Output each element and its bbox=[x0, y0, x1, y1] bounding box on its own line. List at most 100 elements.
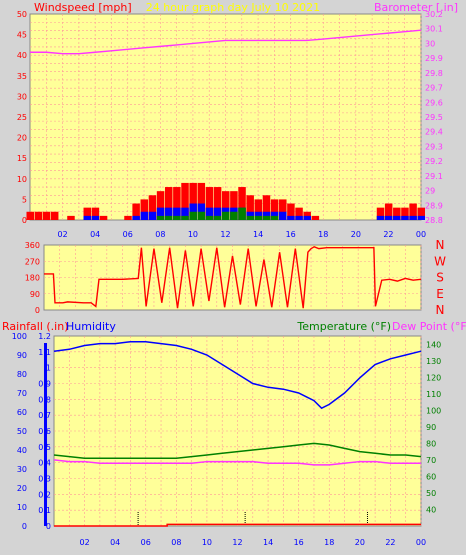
windspeed-tick-label: 25 bbox=[17, 113, 27, 122]
barometer-tick-label: 30 bbox=[425, 39, 435, 48]
windspeed-tick-label: 40 bbox=[17, 51, 27, 60]
wind-bar bbox=[246, 215, 254, 220]
humidity-axis-label: Humidity bbox=[66, 320, 116, 333]
compass-label: E bbox=[436, 287, 444, 301]
wind-bar bbox=[303, 215, 311, 220]
wind-bar bbox=[164, 187, 173, 220]
wind-bar bbox=[205, 215, 214, 220]
wind-bar bbox=[181, 215, 189, 220]
wind-bar bbox=[270, 215, 279, 220]
wind-bar bbox=[173, 207, 181, 220]
temperature-tick-label: 130 bbox=[426, 357, 441, 366]
humidity-lines bbox=[53, 340, 422, 527]
compass-label: W bbox=[434, 254, 446, 268]
chart-title: 24 hour graph day July 10 2021 bbox=[146, 1, 320, 14]
temperature-tick-label: 70 bbox=[426, 456, 436, 465]
humidity-tick-label: 40 bbox=[17, 446, 27, 455]
humidity-time-label: 00 bbox=[416, 538, 426, 547]
wind-bar bbox=[164, 215, 173, 220]
wind-time-label: 12 bbox=[220, 230, 230, 239]
wind-bar bbox=[401, 207, 409, 220]
humidity-time-label: 04 bbox=[110, 538, 120, 547]
wind-bar bbox=[254, 215, 263, 220]
humidity-time-label: 22 bbox=[385, 538, 395, 547]
barometer-tick-label: 30.2 bbox=[425, 10, 443, 19]
direction-tick-label: 0 bbox=[35, 306, 40, 315]
humidity-axis-bar bbox=[44, 343, 47, 526]
humidity-tick-label: 10 bbox=[17, 503, 27, 512]
wind-bar bbox=[213, 207, 222, 220]
wind-bar bbox=[173, 187, 181, 220]
wind-bar bbox=[197, 211, 206, 220]
windspeed-tick-label: 10 bbox=[17, 175, 27, 184]
wind-time-label: 16 bbox=[286, 230, 296, 239]
humidity-tick-label: 30 bbox=[17, 465, 27, 474]
wind-bar bbox=[287, 203, 295, 220]
wind-bar bbox=[67, 215, 75, 220]
wind-bar bbox=[50, 211, 59, 220]
wind-time-label: 10 bbox=[188, 230, 198, 239]
temperature-tick-label: 140 bbox=[426, 340, 441, 349]
barometer-tick-label: 28.9 bbox=[425, 201, 443, 210]
barometer-ticks: 28.8 28.9 29 29.1 29.2 29.3 29.4 29.5 29.6 29.7 29… bbox=[425, 10, 443, 225]
wind-bar bbox=[189, 182, 197, 220]
wind-bar bbox=[230, 191, 238, 220]
wind-time-ticks: 02 04 06 08 10 12 14 16 18 20 22 00 bbox=[57, 230, 426, 239]
wind-time-label: 06 bbox=[123, 230, 133, 239]
rainfall-axis-label: Rainfall (.in) bbox=[2, 320, 69, 333]
humidity-time-label: 06 bbox=[141, 538, 151, 547]
wind-bar bbox=[417, 215, 425, 220]
temperature-tick-label: 60 bbox=[426, 472, 436, 481]
wind-bar bbox=[181, 182, 189, 220]
humidity-tick-label: 100 bbox=[12, 332, 27, 341]
wind-bar bbox=[409, 215, 417, 220]
wind-bar bbox=[238, 187, 246, 220]
temperature-line bbox=[53, 442, 422, 460]
humidity-ticks: 0 10 20 30 40 50 60 70 80 90 100 bbox=[12, 332, 27, 531]
wind-bar bbox=[393, 207, 401, 220]
wind-bar bbox=[124, 215, 132, 220]
barometer-tick-label: 29 bbox=[425, 187, 435, 196]
direction-tick-label: 180 bbox=[25, 274, 40, 283]
humidity-time-label: 10 bbox=[202, 538, 212, 547]
wind-bar bbox=[197, 182, 206, 220]
compass-label: S bbox=[436, 271, 444, 285]
wind-bar bbox=[164, 207, 173, 220]
wind-time-label: 02 bbox=[57, 230, 67, 239]
wind-bar bbox=[222, 211, 230, 220]
barometer-tick-label: 29.9 bbox=[425, 54, 443, 63]
temperature-tick-label: 90 bbox=[426, 423, 436, 432]
rainfall-tick-label: 1 bbox=[46, 364, 51, 373]
windspeed-tick-label: 5 bbox=[22, 195, 27, 204]
temperature-tick-label: 80 bbox=[426, 439, 436, 448]
barometer-tick-label: 28.8 bbox=[425, 216, 443, 225]
humidity-time-label: 02 bbox=[79, 538, 89, 547]
wind-bar bbox=[279, 211, 287, 220]
humidity-tick-label: 60 bbox=[17, 408, 27, 417]
wind-bar bbox=[148, 195, 157, 220]
humidity-tick-label: 0 bbox=[22, 522, 27, 531]
wind-bar bbox=[262, 215, 271, 220]
barometer-tick-label: 29.8 bbox=[425, 69, 443, 78]
direction-ticks: 0 90 180 270 360 bbox=[25, 241, 40, 315]
wind-bar bbox=[83, 215, 92, 220]
wind-bar bbox=[213, 215, 222, 220]
wind-bar bbox=[205, 187, 214, 220]
wind-bar bbox=[173, 215, 181, 220]
wind-bar bbox=[254, 199, 263, 220]
wind-bar bbox=[148, 211, 157, 220]
humidity-grid bbox=[54, 336, 422, 526]
direction-tick-label: 360 bbox=[25, 241, 40, 250]
compass-label: N bbox=[436, 238, 445, 252]
wind-plot-area bbox=[29, 13, 422, 221]
wind-bar bbox=[156, 207, 165, 220]
wind-bar bbox=[246, 195, 254, 220]
wind-bar bbox=[262, 195, 271, 220]
barometer-tick-label: 29.2 bbox=[425, 157, 443, 166]
rainfall-tick-label: 1.2 bbox=[38, 332, 51, 341]
humidity-time-label: 08 bbox=[171, 538, 181, 547]
humidity-time-label: 14 bbox=[263, 538, 273, 547]
windspeed-tick-label: 35 bbox=[17, 72, 27, 81]
